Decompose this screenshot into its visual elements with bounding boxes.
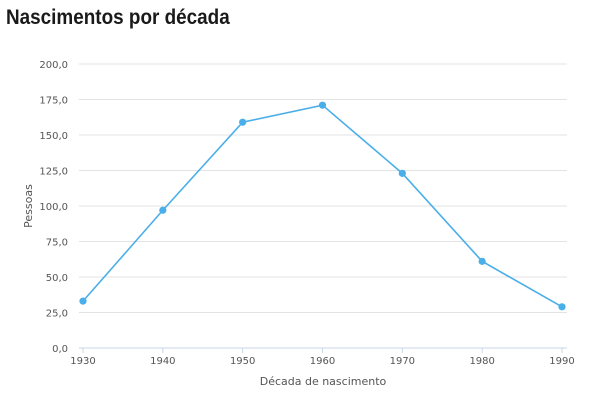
- y-axis-label: Pessoas: [22, 184, 35, 228]
- data-point: [159, 206, 167, 214]
- x-tick-label: 1940: [150, 356, 175, 367]
- x-tick-label: 1930: [70, 356, 95, 367]
- data-point: [478, 257, 486, 265]
- chart-title: Nascimentos por década: [6, 6, 230, 29]
- data-point: [558, 303, 566, 311]
- x-tick-label: 1970: [390, 356, 415, 367]
- y-tick-label: 75,0: [46, 238, 68, 249]
- y-tick-label: 0,0: [52, 344, 68, 355]
- y-tick-label: 150,0: [39, 131, 68, 142]
- y-tick-label: 100,0: [39, 202, 68, 213]
- y-tick-label: 200,0: [39, 60, 68, 71]
- data-point: [239, 118, 247, 126]
- data-point: [318, 101, 327, 109]
- data-point: [398, 169, 406, 177]
- y-tick-label: 175,0: [39, 96, 68, 107]
- x-tick-label: 1950: [230, 356, 255, 367]
- y-tick-label: 25,0: [46, 309, 68, 320]
- data-point: [79, 297, 87, 305]
- x-axis-label: Década de nascimento: [260, 375, 387, 388]
- y-tick-label: 50,0: [46, 273, 68, 284]
- x-tick-label: 1960: [310, 356, 335, 367]
- y-tick-label: 125,0: [39, 167, 68, 178]
- x-tick-label: 1980: [469, 356, 494, 367]
- x-tick-label: 1990: [549, 356, 574, 367]
